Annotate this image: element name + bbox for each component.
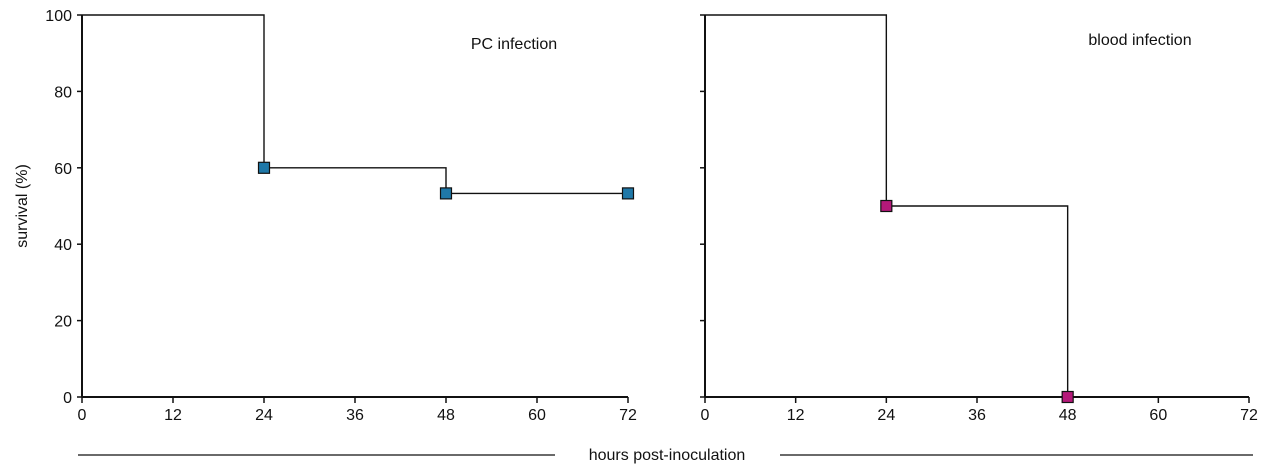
y-tick-label: 100 (45, 8, 72, 25)
x-tick-label: 48 (1059, 407, 1077, 424)
y-tick-label: 60 (54, 161, 72, 178)
panel-title: blood infection (1088, 32, 1191, 49)
x-tick-label: 48 (437, 407, 455, 424)
y-axis-label: survival (%) (14, 164, 31, 248)
x-tick-label: 60 (1149, 407, 1167, 424)
survival-step-line (82, 14, 628, 195)
x-tick-label: 0 (78, 407, 87, 424)
x-tick-label: 72 (1240, 407, 1258, 424)
x-tick-label: 72 (619, 407, 637, 424)
x-tick-label: 36 (346, 407, 364, 424)
x-tick-label: 36 (968, 407, 986, 424)
y-tick-label: 20 (54, 314, 72, 331)
data-point-marker (257, 161, 271, 174)
y-tick-label: 40 (54, 237, 72, 254)
data-point-marker (880, 199, 893, 213)
x-tick-label: 12 (787, 407, 805, 424)
x-tick-label: 24 (877, 407, 895, 424)
chart-pc-infection: 0 20 40 60 80 100 0 12 24 36 48 60 72 PC infection (45, 8, 637, 424)
x-tick-label: 0 (701, 407, 710, 424)
y-tick-label: 0 (63, 390, 72, 407)
x-tick-label: 60 (528, 407, 546, 424)
data-point-marker (439, 187, 453, 200)
chart-blood-infection: 0 12 24 36 48 60 72 blood infection (700, 14, 1258, 424)
x-tick-label: 12 (164, 407, 182, 424)
shared-x-axis-label: hours post-inoculation (589, 447, 746, 464)
data-point-marker (621, 187, 635, 200)
panel-title: PC infection (471, 36, 557, 53)
y-tick-label: 80 (54, 84, 72, 101)
x-tick-label: 24 (255, 407, 273, 424)
data-point-marker (1061, 390, 1074, 404)
